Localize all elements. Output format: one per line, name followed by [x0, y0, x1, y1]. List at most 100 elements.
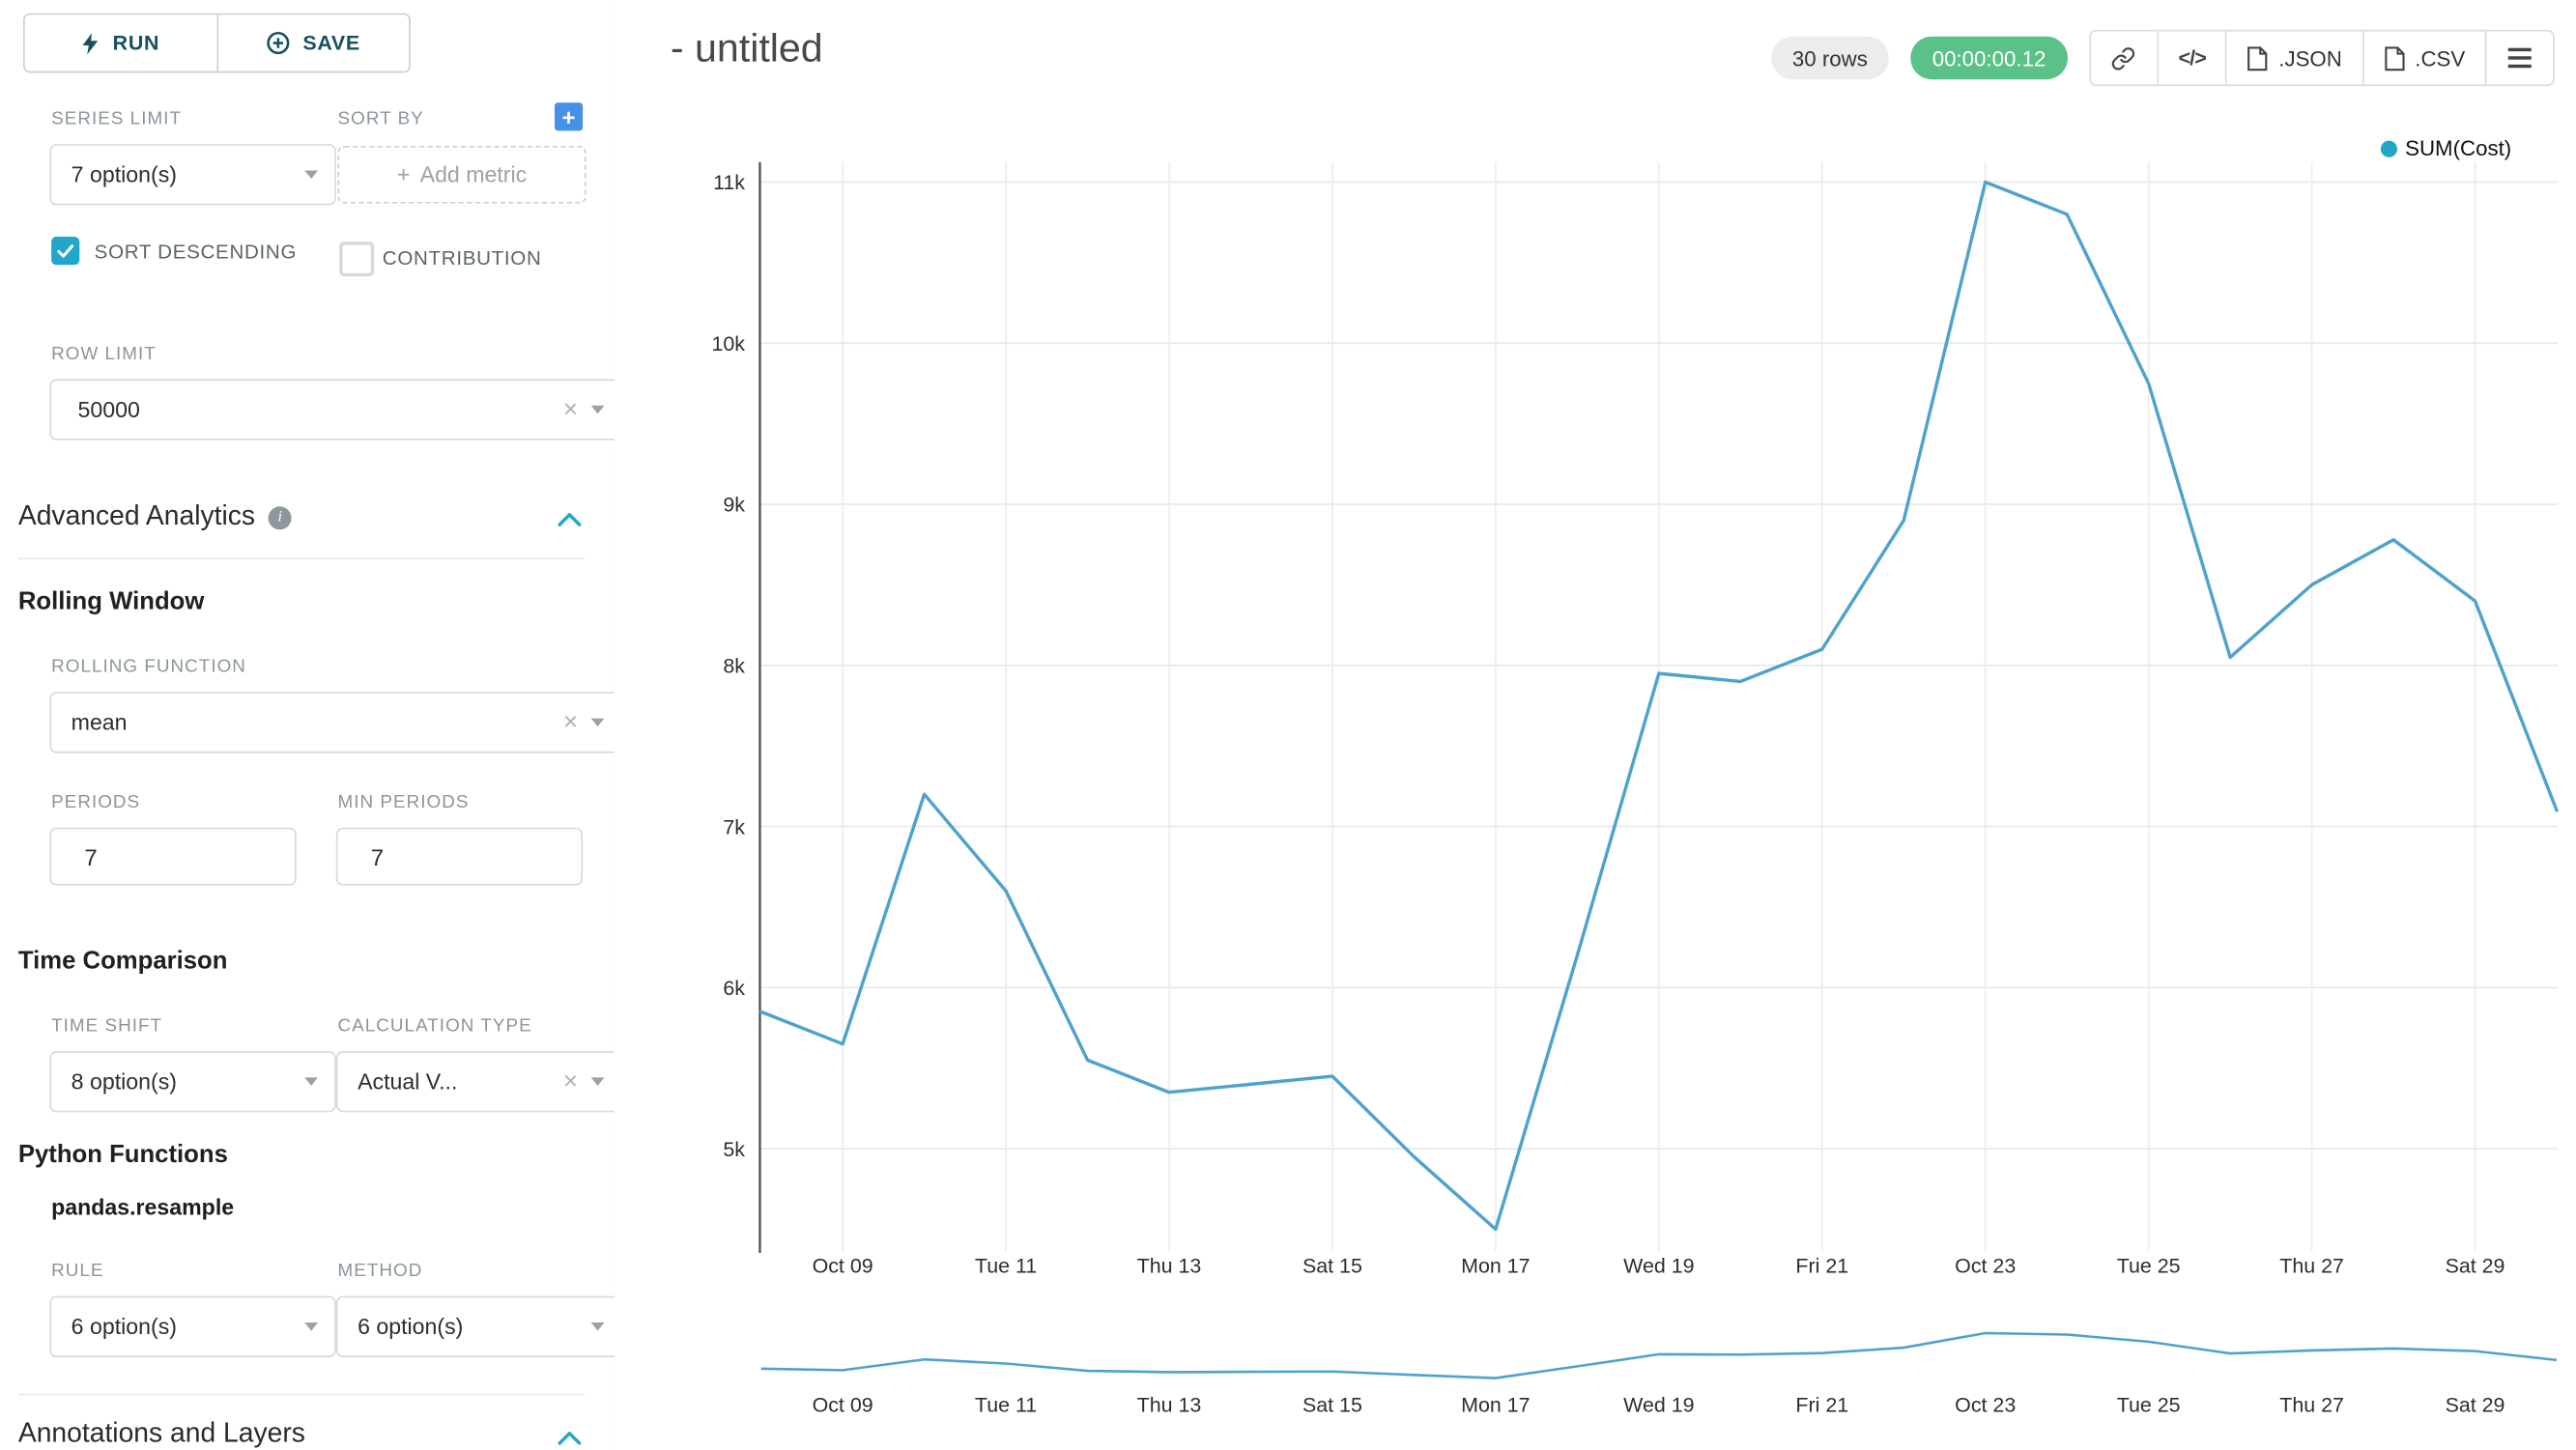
svg-text:Oct 09: Oct 09: [813, 1394, 873, 1417]
file-icon: [2384, 45, 2404, 71]
advanced-analytics-header[interactable]: Advanced Analytics i: [18, 501, 292, 533]
svg-text:6k: 6k: [723, 977, 745, 1000]
svg-text:Sat 15: Sat 15: [1302, 1394, 1362, 1417]
svg-text:Fri 21: Fri 21: [1795, 1394, 1848, 1417]
svg-text:Tue 25: Tue 25: [2117, 1255, 2181, 1278]
rule-label: RULE: [51, 1261, 104, 1282]
embed-code-button[interactable]: </>: [2157, 29, 2228, 87]
chevron-down-icon: [304, 170, 318, 180]
svg-text:Sat 29: Sat 29: [2446, 1394, 2505, 1417]
section-divider: [17, 1393, 585, 1396]
svg-text:Fri 21: Fri 21: [1795, 1255, 1848, 1278]
svg-text:9k: 9k: [723, 494, 745, 517]
row-limit-value: 50000: [77, 397, 140, 422]
method-value: 6 option(s): [358, 1314, 464, 1340]
info-icon: i: [268, 505, 292, 529]
control-panel: RUN SAVE SERIES LIMIT SORT BY + 7 option…: [0, 0, 623, 1450]
svg-text:Wed 19: Wed 19: [1623, 1394, 1694, 1417]
method-label: METHOD: [337, 1261, 423, 1282]
pandas-resample-label: pandas.resample: [51, 1195, 235, 1220]
contribution-label: CONTRIBUTION: [382, 246, 542, 270]
chevron-up-icon[interactable]: [558, 511, 582, 526]
periods-input[interactable]: [49, 827, 297, 886]
svg-text:Oct 09: Oct 09: [813, 1255, 873, 1278]
legend-label: SUM(Cost): [2405, 135, 2512, 161]
sort-descending-checkbox[interactable]: [51, 237, 80, 266]
copy-link-button[interactable]: [2088, 29, 2159, 87]
svg-text:Thu 27: Thu 27: [2279, 1255, 2344, 1278]
export-json-label: .JSON: [2278, 45, 2342, 71]
time-range-brush[interactable]: [759, 1316, 2558, 1388]
save-label: SAVE: [302, 31, 360, 55]
export-csv-button[interactable]: .CSV: [2361, 29, 2487, 87]
code-icon: </>: [2178, 45, 2206, 70]
sort-descending-label: SORT DESCENDING: [94, 240, 298, 264]
min-periods-label: MIN PERIODS: [337, 792, 470, 813]
chevron-down-icon: [590, 405, 605, 414]
calculation-type-label: CALCULATION TYPE: [337, 1016, 532, 1037]
clear-icon[interactable]: ×: [562, 1067, 578, 1096]
section-divider: [17, 557, 585, 560]
min-periods-input[interactable]: [335, 827, 584, 886]
divider: [215, 14, 218, 71]
run-label: RUN: [112, 31, 160, 55]
lightning-icon: [82, 32, 99, 54]
rule-value: 6 option(s): [71, 1314, 177, 1340]
plus-icon: +: [396, 161, 411, 187]
svg-text:Wed 19: Wed 19: [1623, 1255, 1694, 1278]
svg-text:Sat 15: Sat 15: [1302, 1255, 1362, 1278]
export-button-group: </> .JSON .CSV: [2088, 29, 2555, 87]
main-chart: 5k 6k 7k 8k 9k 10k 11k Oct 09 Oct 09 Tue 11 Tue 11…: [712, 161, 2559, 1417]
export-csv-label: .CSV: [2415, 45, 2466, 71]
file-icon: [2247, 45, 2268, 71]
check-icon: [57, 244, 74, 258]
legend-dot: [2380, 139, 2397, 156]
clear-icon[interactable]: ×: [562, 708, 578, 737]
time-shift-select[interactable]: 8 option(s): [49, 1051, 336, 1113]
legend-item[interactable]: SUM(Cost): [2380, 135, 2511, 160]
menu-button[interactable]: [2484, 29, 2555, 87]
save-button[interactable]: SAVE: [217, 14, 409, 71]
method-select[interactable]: 6 option(s): [335, 1295, 623, 1357]
link-icon: [2112, 46, 2135, 70]
contribution-checkbox[interactable]: [339, 242, 375, 277]
series-limit-value: 7 option(s): [71, 161, 177, 187]
row-limit-label: ROW LIMIT: [51, 344, 157, 364]
periods-label: PERIODS: [51, 792, 141, 813]
rule-select[interactable]: 6 option(s): [49, 1295, 336, 1357]
annotations-title: Annotations and Layers: [17, 1418, 305, 1449]
chart-title[interactable]: - untitled: [670, 26, 823, 71]
row-limit-select[interactable]: 50000 ×: [49, 379, 623, 441]
chevron-up-icon[interactable]: [558, 1430, 582, 1445]
query-timer-badge: 00:00:00.12: [1910, 36, 2068, 80]
chevron-down-icon: [590, 1322, 605, 1331]
calculation-type-select[interactable]: Actual V... ×: [335, 1051, 623, 1113]
time-shift-label: TIME SHIFT: [51, 1016, 163, 1037]
svg-text:8k: 8k: [723, 654, 745, 677]
rolling-function-select[interactable]: mean ×: [49, 692, 623, 753]
sort-by-add-metric[interactable]: + Add metric: [337, 145, 587, 204]
time-shift-value: 8 option(s): [71, 1068, 177, 1095]
add-metric-placeholder: Add metric: [419, 161, 528, 187]
svg-text:Tue 11: Tue 11: [975, 1255, 1037, 1278]
rolling-function-label: ROLLING FUNCTION: [51, 657, 246, 677]
python-functions-title: Python Functions: [17, 1140, 228, 1169]
clear-icon[interactable]: ×: [562, 395, 578, 424]
svg-text:Thu 27: Thu 27: [2279, 1394, 2344, 1417]
series-limit-select[interactable]: 7 option(s): [49, 144, 336, 206]
plus-icon: +: [561, 103, 576, 130]
calculation-type-value: Actual V...: [358, 1068, 458, 1095]
advanced-analytics-title: Advanced Analytics: [17, 501, 256, 532]
annotations-header[interactable]: Annotations and Layers: [18, 1418, 305, 1450]
run-button[interactable]: RUN: [25, 14, 216, 71]
hamburger-icon: [2507, 47, 2532, 69]
rolling-window-title: Rolling Window: [17, 587, 205, 616]
series-limit-label: SERIES LIMIT: [51, 109, 182, 129]
svg-text:Oct 23: Oct 23: [1955, 1255, 2016, 1278]
plus-circle-icon: [267, 31, 290, 55]
export-json-button[interactable]: .JSON: [2225, 29, 2364, 87]
chevron-down-icon: [304, 1322, 318, 1331]
svg-text:Mon 17: Mon 17: [1461, 1255, 1530, 1278]
add-metric-plus-button[interactable]: +: [554, 102, 584, 131]
